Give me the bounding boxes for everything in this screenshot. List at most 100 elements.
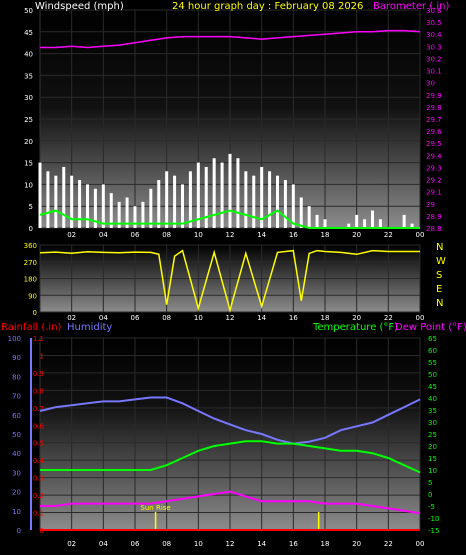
x-tick-label-bottom: 04 [99, 540, 108, 548]
barometer-tick-label: 29 [426, 201, 435, 209]
barometer-tick-label: 30.5 [426, 19, 442, 27]
barometer-tick-label: 30.3 [426, 43, 442, 51]
barometer-tick-label: 29.9 [426, 92, 442, 100]
humidity-tick-label: 40 [12, 450, 21, 458]
barometer-label: Barometer (.in) [373, 1, 449, 12]
x-tick-label-bottom: 00 [416, 540, 425, 548]
barometer-tick-label: 29.3 [426, 164, 442, 172]
wind-gust-bar [371, 210, 374, 228]
wind-gust-bar [54, 175, 58, 228]
wind-gust-bar [355, 214, 359, 228]
temperature-tick-label: 20 [428, 443, 437, 451]
barometer-tick-label: 30.4 [426, 31, 442, 39]
dew-point-label: Dew Point (°F) [395, 322, 466, 333]
x-tick-label-top: 14 [257, 231, 266, 239]
humidity-tick-label: 10 [12, 508, 21, 516]
barometer-tick-label: 30.6 [426, 7, 442, 15]
wind-average-line [39, 209, 420, 229]
wind-gust-bar [260, 166, 264, 228]
x-tick-label-top: 12 [226, 231, 235, 239]
x-tick-label-top: 06 [131, 231, 140, 239]
x-tick-label-mid: 00 [416, 314, 425, 322]
x-tick-label-mid: 04 [99, 314, 108, 322]
wind-gust-bar [181, 184, 184, 228]
wind-gust-bar [228, 153, 232, 228]
wind-gust-bar [78, 180, 82, 228]
x-tick-label-bottom: 12 [226, 540, 235, 548]
windspeed-tick-label: 0 [29, 225, 33, 233]
wind-gust-bar [109, 193, 113, 228]
wind-gust-bar [62, 166, 66, 228]
x-tick-label-mid: 12 [226, 314, 235, 322]
x-tick-label-mid: 14 [257, 314, 266, 322]
x-tick-label-top: 20 [352, 231, 361, 239]
temperature-tick-label: 40 [428, 395, 437, 403]
wind-gust-bar [283, 180, 287, 228]
rainfall-tick-label: 0.8 [33, 387, 44, 395]
direction-tick-label: 180 [24, 276, 37, 284]
wind-direction-line [39, 249, 420, 313]
x-tick-label-bottom: 16 [289, 540, 298, 548]
rainfall-tick-label: 0.4 [33, 457, 45, 465]
sunrise-annotation: Sun Rise [140, 504, 170, 512]
barometer-tick-label: 29.2 [426, 177, 442, 185]
x-tick-label-mid: 10 [194, 314, 203, 322]
compass-letter: N [436, 298, 443, 309]
temperature-line [40, 440, 421, 474]
temperature-tick-label: 50 [428, 371, 437, 379]
windspeed-tick-label: 30 [24, 94, 33, 102]
x-tick-label-top: 18 [321, 231, 330, 239]
wind-gust-bar [196, 162, 200, 228]
wind-gust-bar [173, 175, 177, 228]
humidity-tick-label: 100 [8, 335, 21, 343]
x-tick-label-mid: 08 [162, 314, 171, 322]
chart-title: 24 hour graph day : February 08 2026 [172, 1, 363, 12]
x-tick-label-bottom: 14 [257, 540, 266, 548]
barometer-tick-label: 29.8 [426, 104, 442, 112]
temperature-tick-label: 35 [428, 407, 437, 415]
humidity-tick-label: 90 [12, 354, 21, 362]
wind-gust-bar [220, 162, 224, 228]
temperature-tick-label: 25 [428, 431, 437, 439]
temperature-tick-label: 60 [428, 347, 437, 355]
compass-letter: E [436, 284, 442, 295]
direction-tick-label: 270 [24, 259, 37, 267]
x-tick-label-mid: 02 [67, 314, 76, 322]
rainfall-tick-label: 0.2 [33, 492, 44, 500]
barometer-tick-label: 29.5 [426, 140, 442, 148]
wind-gust-bar [133, 206, 137, 228]
barometer-tick-label: 29.7 [426, 116, 442, 124]
rainfall-label: Rainfall (.in) [1, 322, 62, 333]
barometer-tick-label: 28.8 [426, 225, 442, 233]
humidity-line [39, 396, 421, 445]
x-tick-label-bottom: 20 [352, 540, 361, 548]
wind-gust-bar [363, 219, 367, 228]
wind-gust-bar [291, 184, 295, 228]
x-tick-label-bottom: 06 [131, 540, 140, 548]
humidity-tick-label: 0 [17, 527, 21, 535]
x-tick-label-top: 04 [99, 231, 108, 239]
axis-labels: 0202020404040606060808081010101212121414… [8, 7, 446, 548]
humidity-tick-label: 30 [12, 469, 21, 477]
wind-gust-bar [38, 162, 42, 228]
wind-gust-bar [165, 171, 169, 228]
barometer-tick-label: 30 [426, 80, 435, 88]
wind-gust-bar [149, 188, 153, 228]
humidity-tick-label: 60 [12, 412, 21, 420]
x-tick-label-top: 02 [67, 231, 76, 239]
windspeed-tick-label: 5 [29, 203, 33, 211]
direction-tick-label: 360 [24, 242, 37, 250]
wind-gust-bar [378, 219, 382, 228]
wind-gust-bar [410, 223, 414, 228]
barometer-tick-label: 29.1 [426, 189, 442, 197]
windspeed-tick-label: 45 [24, 29, 33, 37]
wind-gust-bar [212, 158, 216, 228]
wind-gust-bar [402, 214, 406, 228]
x-tick-label-bottom: 18 [321, 540, 330, 548]
humidity-tick-label: 70 [12, 393, 21, 401]
x-tick-label-bottom: 02 [67, 540, 76, 548]
wind-gust-bar [101, 184, 105, 228]
x-tick-label-bottom: 10 [194, 540, 203, 548]
